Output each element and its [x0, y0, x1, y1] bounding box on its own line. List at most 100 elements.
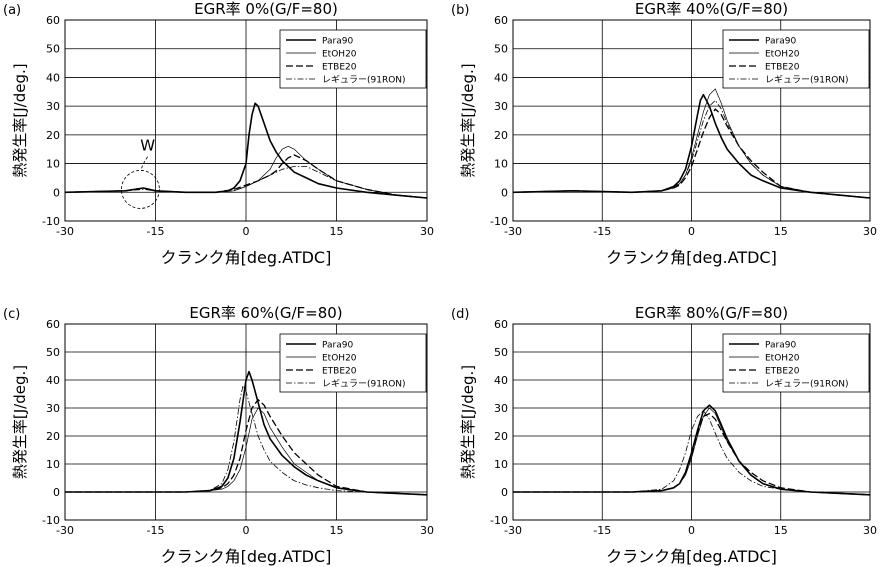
x-tick-label: 15 [330, 225, 344, 238]
legend-label: ETBE20 [765, 367, 800, 377]
series-line-4 [65, 385, 427, 496]
legend-label: ETBE20 [765, 63, 800, 73]
x-tick-label: 15 [774, 524, 788, 537]
x-tick-label: 0 [243, 225, 250, 238]
x-tick-label: 15 [774, 225, 788, 238]
x-tick-label: 30 [863, 524, 877, 537]
x-tick-label: 0 [688, 524, 695, 537]
plot-frame [512, 323, 871, 521]
panel-letter: (a) [3, 3, 21, 18]
y-tick-label: 20 [46, 129, 60, 142]
y-tick-label: -10 [490, 215, 508, 228]
panel-title: EGR率 80%(G/F=80) [635, 304, 788, 322]
panel-3: (c) EGR率 60%(G/F=80) -30 -15 0 15 30 -10 0 10 20 30… [3, 304, 434, 566]
y-tick-label: 40 [494, 71, 508, 84]
x-tick-label: 30 [420, 524, 434, 537]
y-tick-label: -10 [490, 514, 508, 527]
x-axis-label: クランク角[deg.ATDC] [161, 547, 332, 566]
panel-2: (b) EGR率 40%(G/F=80) -30 -15 0 15 30 -10 0 10 20 30… [451, 0, 877, 267]
y-tick-label: 30 [494, 402, 508, 415]
panel-letter: (c) [3, 307, 20, 322]
x-tick-label: -15 [147, 524, 165, 537]
y-tick-label: 0 [53, 486, 60, 499]
y-tick-label: 10 [46, 158, 60, 171]
x-tick-label: -15 [593, 524, 611, 537]
legend-label: Para90 [765, 37, 796, 47]
panel-letter: (d) [451, 307, 469, 322]
legend-label: ETBE20 [322, 63, 357, 73]
plot-frame [64, 323, 428, 521]
legend-label: Para90 [322, 341, 353, 351]
panel-1: (a) EGR率 0%(G/F=80) -30 -15 0 15 30 -10 0 10 20 30 4… [3, 0, 434, 267]
x-axis-label: クランク角[deg.ATDC] [606, 547, 777, 566]
plot-frame [64, 19, 428, 222]
y-tick-label: 40 [494, 374, 508, 387]
series-line-4 [513, 410, 870, 496]
x-tick-label: -30 [56, 524, 74, 537]
annotation-circle [121, 170, 160, 209]
y-tick-label: 50 [494, 346, 508, 359]
legend-label: レギュラー(91RON) [765, 379, 849, 390]
legend-label: ETBE20 [322, 367, 357, 377]
y-tick-label: 0 [53, 186, 60, 199]
y-tick-label: 10 [494, 158, 508, 171]
x-tick-label: 0 [688, 225, 695, 238]
annotation-leader [141, 156, 148, 171]
legend-label: レギュラー(91RON) [322, 75, 406, 86]
annotation-w-label: W [140, 137, 155, 155]
y-tick-label: 30 [46, 402, 60, 415]
series-line-4 [65, 166, 427, 199]
y-tick-label: 60 [494, 14, 508, 27]
series-line-3 [513, 412, 870, 496]
y-tick-label: 40 [46, 71, 60, 84]
y-tick-label: 50 [46, 43, 60, 56]
panel-title: EGR率 0%(G/F=80) [194, 0, 338, 18]
legend-label: EtOH20 [765, 354, 800, 364]
x-tick-label: -30 [504, 225, 522, 238]
y-axis-label: 熱発生率[J/deg.] [459, 63, 477, 177]
series-line-3 [65, 398, 427, 496]
y-tick-label: -10 [42, 215, 60, 228]
x-tick-label: 15 [330, 524, 344, 537]
legend-label: EtOH20 [322, 50, 357, 60]
y-tick-label: 10 [494, 458, 508, 471]
y-axis-label: 熱発生率[J/deg.] [11, 365, 29, 479]
y-tick-label: 10 [46, 458, 60, 471]
y-tick-label: 60 [46, 14, 60, 27]
x-tick-label: -30 [504, 524, 522, 537]
legend-label: レギュラー(91RON) [765, 75, 849, 86]
x-tick-label: -30 [56, 225, 74, 238]
legend-label: Para90 [765, 341, 796, 351]
x-tick-label: -15 [147, 225, 165, 238]
panel-4: (d) EGR率 80%(G/F=80) -30 -15 0 15 30 -10 0 10 20 30… [451, 304, 877, 566]
plot-frame [512, 19, 871, 222]
series-line-4 [513, 100, 870, 199]
legend-label: Para90 [322, 37, 353, 47]
panel-title: EGR率 60%(G/F=80) [189, 304, 342, 322]
y-axis-label: 熱発生率[J/deg.] [11, 63, 29, 177]
y-tick-label: -10 [42, 514, 60, 527]
y-tick-label: 30 [494, 100, 508, 113]
y-tick-label: 60 [494, 318, 508, 331]
y-tick-label: 20 [46, 430, 60, 443]
series-line-2 [65, 407, 427, 496]
series-line-3 [513, 108, 870, 199]
panel-title: EGR率 40%(G/F=80) [635, 0, 788, 18]
y-axis-label: 熱発生率[J/deg.] [459, 365, 477, 479]
x-tick-label: 30 [863, 225, 877, 238]
y-tick-label: 0 [501, 486, 508, 499]
y-tick-label: 30 [46, 100, 60, 113]
legend-label: EtOH20 [322, 354, 357, 364]
x-axis-label: クランク角[deg.ATDC] [606, 248, 777, 267]
y-tick-label: 50 [46, 346, 60, 359]
y-tick-label: 20 [494, 129, 508, 142]
y-tick-label: 60 [46, 318, 60, 331]
y-tick-label: 20 [494, 430, 508, 443]
x-axis-label: クランク角[deg.ATDC] [161, 248, 332, 267]
y-tick-label: 40 [46, 374, 60, 387]
legend-label: レギュラー(91RON) [322, 379, 406, 390]
x-tick-label: -15 [593, 225, 611, 238]
legend-label: EtOH20 [765, 50, 800, 60]
x-tick-label: 30 [420, 225, 434, 238]
